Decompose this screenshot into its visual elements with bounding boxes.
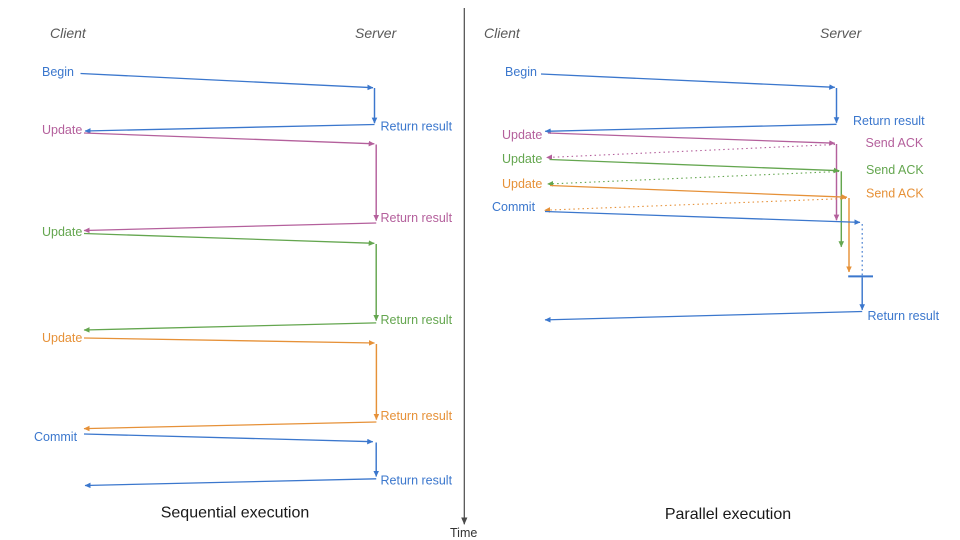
svg-text:Return result: Return result [868,309,940,323]
svg-text:Return result: Return result [381,313,453,327]
svg-text:Update: Update [42,123,82,137]
svg-text:Return result: Return result [381,211,453,225]
svg-text:Client: Client [50,25,87,41]
svg-text:Commit: Commit [492,200,536,214]
svg-text:Commit: Commit [34,430,78,444]
svg-text:Update: Update [502,152,542,166]
svg-text:Update: Update [42,331,82,345]
svg-text:Update: Update [42,225,82,239]
svg-text:Client: Client [484,25,521,41]
svg-text:Update: Update [502,128,542,142]
svg-text:Return result: Return result [381,409,453,423]
svg-text:Sequential execution: Sequential execution [161,505,310,522]
svg-text:Return result: Return result [853,114,925,128]
svg-text:Begin: Begin [42,65,74,79]
svg-text:Send ACK: Send ACK [866,163,924,177]
svg-text:Begin: Begin [505,65,537,79]
svg-text:Send ACK: Send ACK [866,136,924,150]
svg-text:Parallel execution: Parallel execution [665,506,791,523]
svg-text:Server: Server [355,25,398,41]
svg-text:Return result: Return result [381,474,453,488]
svg-text:Time: Time [450,526,477,540]
svg-text:Send ACK: Send ACK [866,187,924,201]
svg-text:Server: Server [820,25,863,41]
svg-text:Update: Update [502,177,542,191]
svg-text:Return result: Return result [381,120,453,134]
